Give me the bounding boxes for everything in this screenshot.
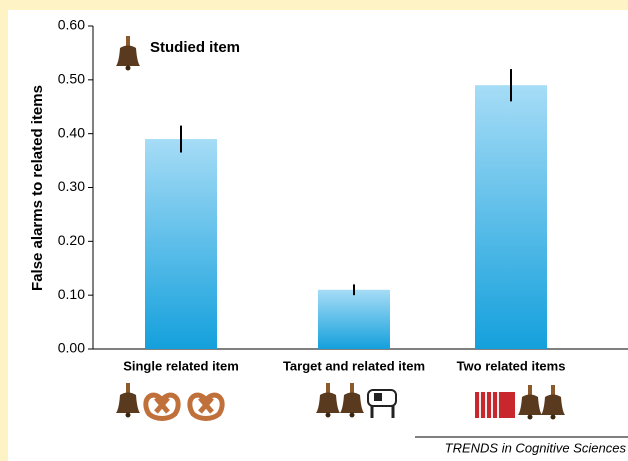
bar (475, 85, 547, 349)
x-tick-label: Two related items (457, 358, 566, 373)
x-tick-label: Single related item (123, 358, 239, 373)
y-tick-label: 0.00 (58, 340, 85, 356)
y-tick-label: 0.20 (58, 232, 85, 248)
chart: False alarms to related items Studied it… (0, 0, 628, 461)
y-tick-label: 0.50 (58, 71, 85, 87)
x-tick-label: Target and related item (283, 358, 425, 373)
annotation: Studied item (150, 39, 240, 56)
y-tick-label: 0.60 (58, 17, 85, 33)
bar (318, 290, 390, 349)
source: TRENDS in Cognitive Sciences (445, 440, 627, 455)
y-tick-label: 0.30 (58, 178, 85, 194)
y-tick-label: 0.10 (58, 286, 85, 302)
bar (145, 139, 217, 349)
y-tick-label: 0.40 (58, 124, 85, 140)
y-axis-label: False alarms to related items (29, 85, 46, 291)
